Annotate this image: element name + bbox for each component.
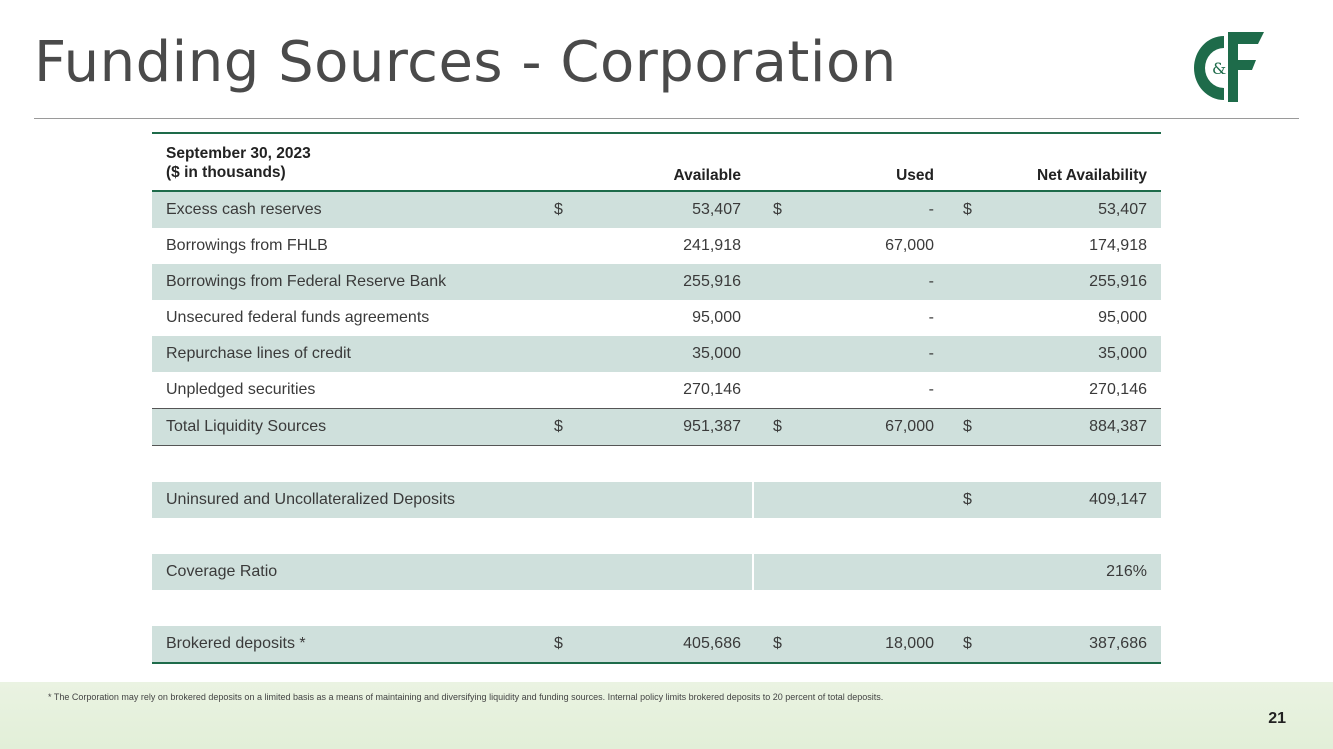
funding-table: September 30, 2023 ($ in thousands) Avai…	[152, 132, 1161, 664]
row-label: Repurchase lines of credit	[166, 345, 351, 362]
table-date-header: September 30, 2023 ($ in thousands)	[166, 144, 311, 182]
brokered-row: Brokered deposits * $ 405,686 $ 18,000 $…	[152, 626, 1161, 664]
row-label: Borrowings from Federal Reserve Bank	[166, 273, 447, 290]
net-value: 216%	[1106, 563, 1147, 580]
coverage-row: Coverage Ratio 216%	[152, 554, 1161, 590]
date-line: September 30, 2023	[166, 145, 311, 162]
currency-symbol: $	[773, 418, 782, 435]
currency-symbol: $	[963, 491, 972, 508]
used-value: -	[928, 201, 934, 218]
column-gap	[752, 482, 754, 518]
units-line: ($ in thousands)	[166, 164, 286, 181]
table-row: Borrowings from FHLB 241,918 67,000 174,…	[152, 228, 1161, 264]
net-value: 35,000	[1098, 345, 1147, 362]
row-label: Coverage Ratio	[166, 563, 278, 580]
column-gap	[752, 554, 754, 590]
cf-logo-icon: &	[1194, 32, 1264, 102]
row-label: Uninsured and Uncollateralized Deposits	[166, 491, 456, 508]
total-row: Total Liquidity Sources $ 951,387 $ 67,0…	[152, 408, 1161, 446]
page-number: 21	[1268, 710, 1286, 727]
table-header: September 30, 2023 ($ in thousands) Avai…	[152, 134, 1161, 190]
net-value: 409,147	[1089, 491, 1147, 508]
available-value: 241,918	[683, 237, 741, 254]
currency-symbol: $	[554, 635, 563, 652]
used-value: 67,000	[885, 418, 934, 435]
used-value: -	[928, 345, 934, 362]
footer-band	[0, 682, 1333, 749]
used-value: 67,000	[885, 237, 934, 254]
available-value: 405,686	[683, 635, 741, 652]
spacer	[152, 590, 1161, 626]
row-label: Unsecured federal funds agreements	[166, 309, 430, 326]
table-row: Unpledged securities 270,146 - 270,146	[152, 372, 1161, 408]
used-value: -	[928, 273, 934, 290]
svg-text:&: &	[1212, 59, 1226, 78]
row-label: Unpledged securities	[166, 381, 316, 398]
currency-symbol: $	[963, 418, 972, 435]
available-value: 270,146	[683, 381, 741, 398]
available-value: 951,387	[683, 418, 741, 435]
used-value: -	[928, 381, 934, 398]
currency-symbol: $	[773, 635, 782, 652]
currency-symbol: $	[773, 201, 782, 218]
available-value: 53,407	[692, 201, 741, 218]
net-value: 387,686	[1089, 635, 1147, 652]
currency-symbol: $	[554, 418, 563, 435]
row-label: Brokered deposits *	[166, 635, 306, 652]
page-title: Funding Sources - Corporation	[34, 30, 897, 95]
uninsured-row: Uninsured and Uncollateralized Deposits …	[152, 482, 1161, 518]
currency-symbol: $	[554, 201, 563, 218]
row-label: Excess cash reserves	[166, 201, 322, 218]
spacer	[152, 446, 1161, 482]
used-value: -	[928, 309, 934, 326]
net-value: 270,146	[1089, 381, 1147, 398]
col-available-header: Available	[673, 167, 742, 184]
row-label: Total Liquidity Sources	[166, 418, 327, 435]
currency-symbol: $	[963, 201, 972, 218]
table-top-rule	[152, 132, 1161, 134]
net-value: 95,000	[1098, 309, 1147, 326]
table-row: Unsecured federal funds agreements 95,00…	[152, 300, 1161, 336]
table-row: Repurchase lines of credit 35,000 - 35,0…	[152, 336, 1161, 372]
spacer	[152, 518, 1161, 554]
col-used-header: Used	[896, 167, 934, 184]
available-value: 95,000	[692, 309, 741, 326]
table-row: Excess cash reserves $ 53,407 $ - $ 53,4…	[152, 192, 1161, 228]
net-value: 884,387	[1089, 418, 1147, 435]
footnote: * The Corporation may rely on brokered d…	[48, 692, 884, 702]
table-row: Borrowings from Federal Reserve Bank 255…	[152, 264, 1161, 300]
title-divider	[34, 118, 1299, 119]
net-value: 255,916	[1089, 273, 1147, 290]
used-value: 18,000	[885, 635, 934, 652]
net-value: 174,918	[1089, 237, 1147, 254]
header-rule	[152, 190, 1161, 192]
available-value: 255,916	[683, 273, 741, 290]
col-net-header: Net Availability	[1037, 167, 1147, 184]
row-label: Borrowings from FHLB	[166, 237, 328, 254]
currency-symbol: $	[963, 635, 972, 652]
net-value: 53,407	[1098, 201, 1147, 218]
available-value: 35,000	[692, 345, 741, 362]
